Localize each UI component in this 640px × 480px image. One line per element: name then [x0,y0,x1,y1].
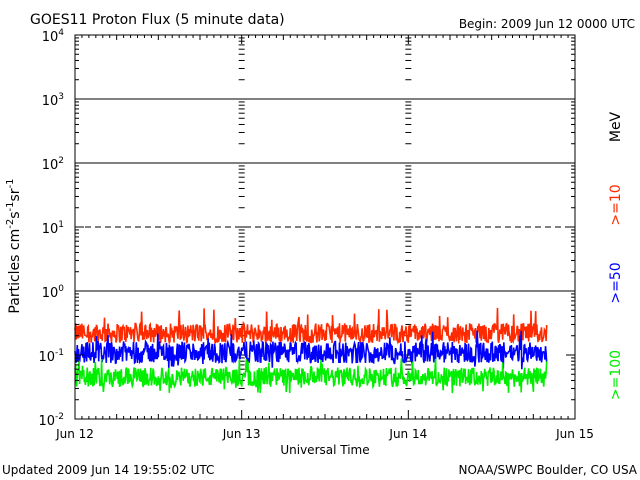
y-tick-label: 10-1 [38,348,64,365]
y-tick-label: 103 [42,92,64,109]
legend-unit-label: MeV [608,111,624,142]
grid-layer [75,37,575,420]
y-tick-label: 100 [42,284,65,301]
x-tick-label: Jun 14 [388,427,427,441]
y-tick-label: 102 [42,156,64,173]
y-tick-label: 104 [42,28,65,45]
y-axis-title: Particles cm-2s-1sr-1 [5,178,23,313]
begin-time-label: Begin: 2009 Jun 12 0000 UTC [459,17,635,31]
series-line-1 [74,307,548,346]
legend-series-2: >=50 [608,262,624,303]
x-tick-label: Jun 13 [222,427,261,441]
x-tick-label: Jun 12 [55,427,94,441]
axes-layer [74,34,576,420]
x-axis-label: Universal Time [280,443,369,457]
source-label: NOAA/SWPC Boulder, CO USA [459,463,638,477]
series-layer [74,307,548,394]
series-line-2 [74,330,548,370]
legend-series-3: >=100 [608,350,624,400]
y-tick-label: 10-2 [38,412,64,429]
series-line-3 [74,358,548,394]
updated-label: Updated 2009 Jun 14 19:55:02 UTC [2,463,214,477]
chart-title: GOES11 Proton Flux (5 minute data) [30,12,285,28]
legend-series-1: >=10 [608,184,624,225]
labels-layer: 10-2 10-1 100 101 102 103 104 Jun 12 Jun 13 Jun 1… [5,28,624,441]
y-tick-label: 101 [42,220,64,237]
x-tick-label: Jun 15 [555,427,594,441]
